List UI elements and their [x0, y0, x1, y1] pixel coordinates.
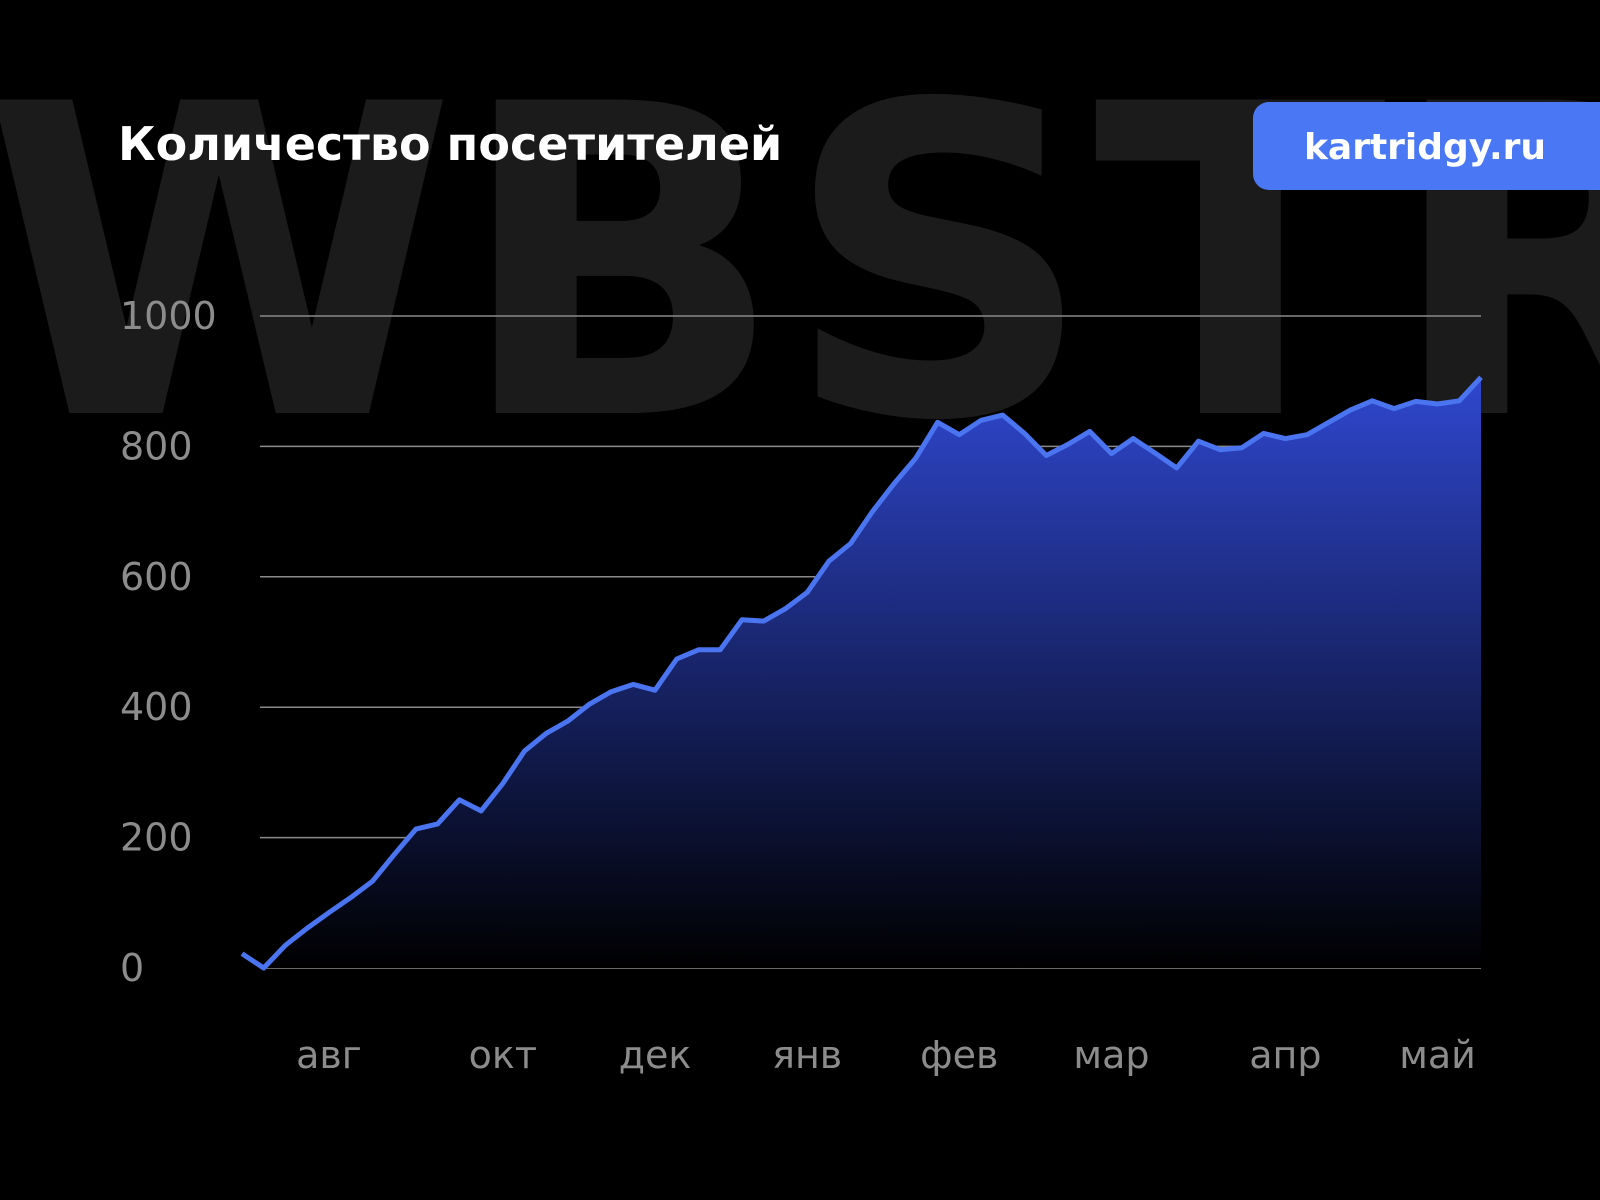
- badge-text: kartridgy.ru: [1304, 127, 1546, 168]
- line: [240, 375, 1483, 971]
- chart-title: Количество посетителей: [118, 117, 782, 171]
- y-tick-label: 1000: [120, 294, 217, 338]
- y-tick-label: 800: [120, 424, 193, 468]
- x-tick-label: янв: [772, 1033, 842, 1077]
- area: [242, 377, 1481, 968]
- x-tick-label: авг: [296, 1033, 362, 1077]
- y-tick-label: 600: [120, 555, 193, 599]
- x-tick-label: фев: [920, 1033, 998, 1077]
- y-tick-label: 0: [120, 946, 144, 990]
- x-tick-label: апр: [1249, 1033, 1321, 1077]
- badge: [1253, 102, 1600, 190]
- x-tick-label: окт: [469, 1033, 537, 1077]
- x-tick-label: май: [1399, 1033, 1476, 1077]
- y-tick-label: 200: [120, 816, 193, 860]
- y-tick-label: 400: [120, 685, 193, 729]
- x-tick-label: мар: [1073, 1033, 1149, 1077]
- x-tick-label: дек: [619, 1033, 692, 1077]
